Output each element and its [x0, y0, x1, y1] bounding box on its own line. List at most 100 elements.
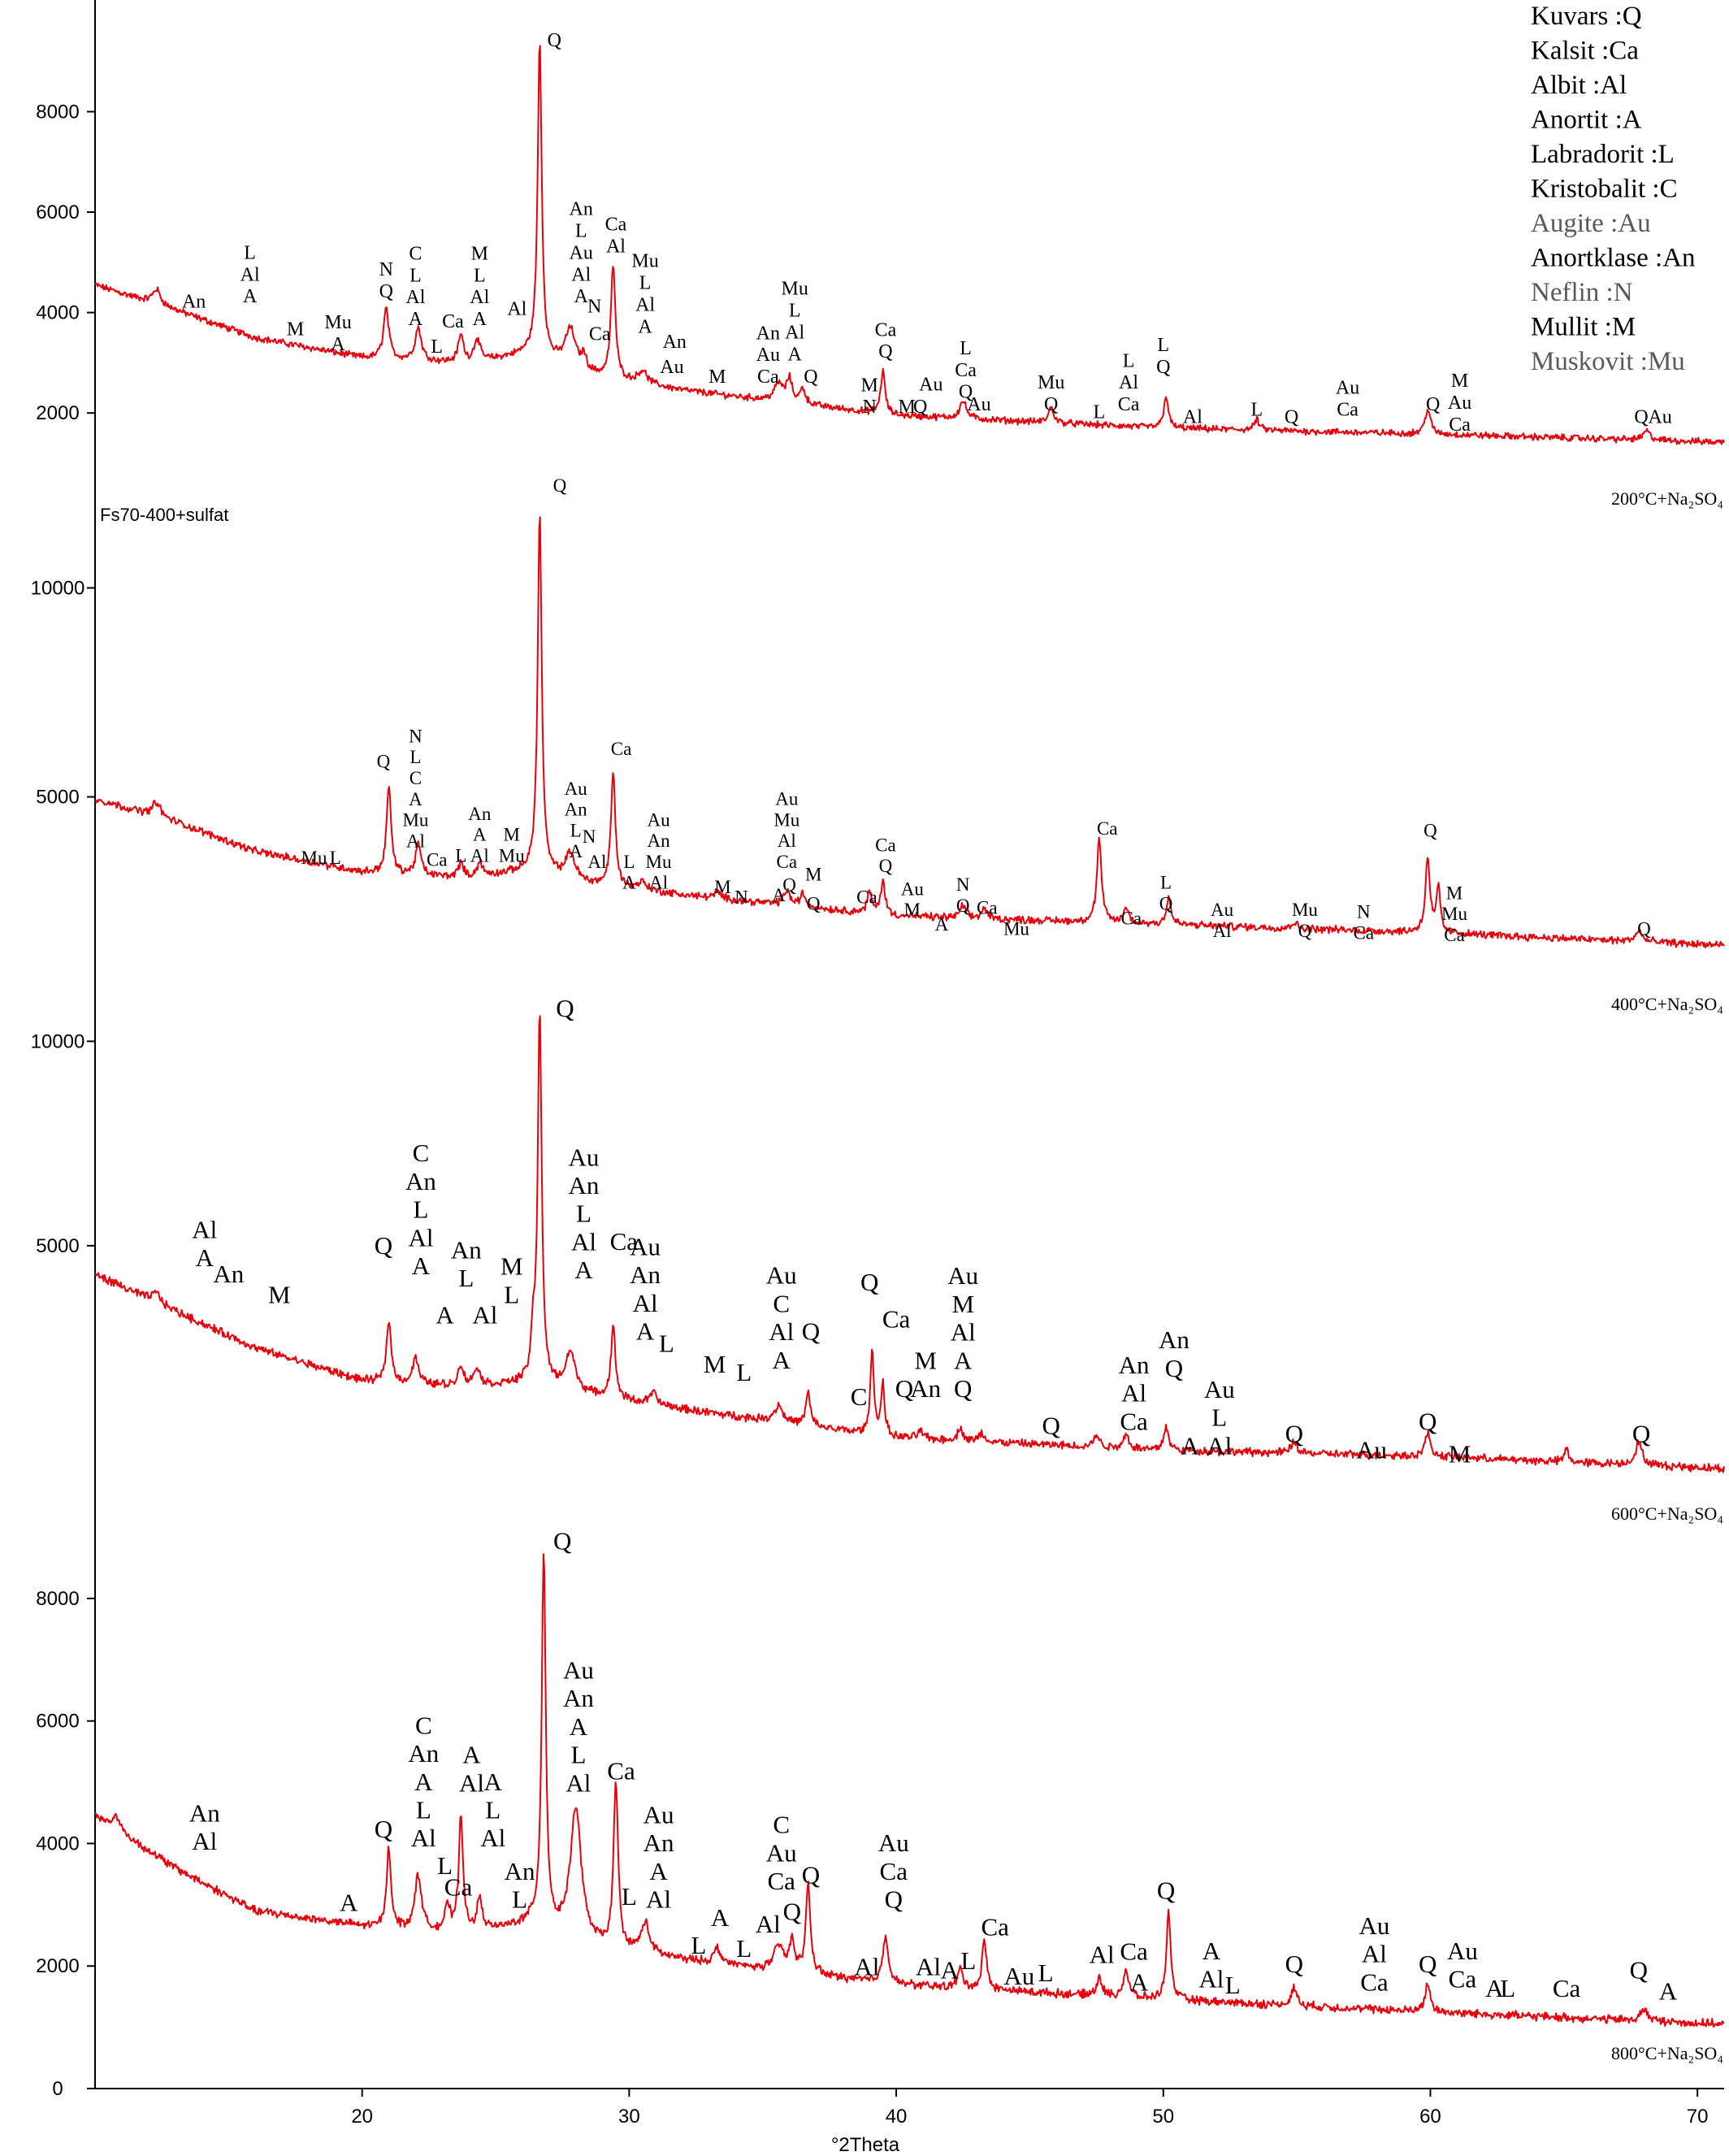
peak-label: A: [941, 1955, 960, 1984]
peak-label: Ca: [607, 1756, 635, 1785]
peak-label: L: [736, 1934, 752, 1963]
peak-label: L: [691, 1931, 706, 1959]
peak-label: Au: [1003, 1962, 1034, 1990]
peak-label: Q: [553, 1527, 571, 1555]
peak-label: C An A L Al: [408, 1711, 439, 1852]
peak-label: Ca: [977, 898, 998, 918]
peak-label: M L Al A: [470, 243, 489, 330]
peak-label: Ca: [442, 311, 464, 332]
condition-label: 800°C+Na₂SO₄: [1611, 2043, 1723, 2063]
peak-label: An: [213, 1260, 244, 1288]
peak-label: Au An Mu Al: [646, 809, 672, 892]
peak-label: Q: [1157, 1876, 1175, 1904]
peak-label: Q: [375, 1231, 392, 1260]
peak-label: Ca: [882, 1305, 911, 1334]
peak-label: Ca: [1120, 1937, 1148, 1966]
peak-label: M: [708, 367, 726, 388]
peak-label: Q: [1042, 1411, 1060, 1439]
peak-label: L: [1500, 1974, 1515, 2002]
peak-label: Q: [556, 994, 574, 1022]
peak-label: Q: [1285, 407, 1298, 428]
condition-label: 400°C+Na₂SO₄: [1611, 994, 1723, 1014]
peak-label: An A Al: [468, 804, 492, 866]
x-tick-label: 30: [618, 2106, 640, 2128]
y-tick-label: 2000: [36, 402, 79, 424]
peak-label: Q: [1637, 918, 1651, 939]
peak-label: Q: [860, 1268, 878, 1296]
peak-label: Au: [919, 374, 942, 395]
peak-label: A: [935, 914, 949, 935]
peak-label: L: [1250, 399, 1263, 420]
peak-label: Al: [1183, 407, 1202, 428]
peak-label: A Al: [1198, 1937, 1224, 1993]
peak-label: L: [1038, 1959, 1054, 1987]
peak-label: L: [437, 1851, 453, 1880]
peak-label: Mu: [301, 848, 327, 868]
peak-label: Al: [507, 299, 526, 320]
peak-label: C L Al A: [405, 243, 425, 330]
peak-label: Q: [802, 1317, 820, 1346]
peak-label: M An: [910, 1346, 941, 1403]
peak-label: Q: [1634, 407, 1648, 428]
peak-label: Ca Q: [875, 319, 897, 362]
peak-label: L: [455, 845, 466, 865]
y-tick-label: 4000: [36, 302, 79, 324]
peak-label: Al A: [192, 1215, 217, 1272]
peak-label: An L: [505, 1857, 535, 1914]
y-tick-label: 4000: [36, 1833, 79, 1855]
peak-label: An Al: [189, 1798, 220, 1855]
peak-label: Q: [553, 475, 567, 496]
peak-label: Q: [375, 1815, 392, 1843]
peak-label: Au: [967, 394, 990, 415]
y-tick-label: 5000: [36, 787, 79, 809]
peak-label: Mu A: [324, 312, 351, 355]
peak-label: Q: [1285, 1950, 1303, 1978]
peak-label: L: [622, 1882, 637, 1911]
legend-entry: Muskovit :Mu: [1531, 347, 1685, 376]
peak-label: Au Al: [1211, 900, 1234, 941]
peak-label: Au: [1648, 407, 1671, 428]
peak-label: Mu Q: [1292, 900, 1318, 941]
peak-label: An L: [451, 1235, 482, 1292]
peak-label: Au Ca Q: [878, 1828, 909, 1913]
axes: [94, 0, 1724, 2089]
peak-label: A: [1485, 1974, 1504, 2002]
peak-label: Ca: [1097, 818, 1118, 839]
peak-label: Q: [1285, 1419, 1303, 1447]
peak-label: Q: [1424, 820, 1437, 840]
peak-label: M: [704, 1350, 726, 1378]
x-tick-label: 20: [351, 2106, 373, 2128]
legend-entry: Anortklase :An: [1531, 244, 1696, 273]
y-tick-label: 10000: [31, 577, 85, 599]
y-tick-label: 6000: [36, 1711, 79, 1733]
peak-label: N L C A Mu Al: [402, 726, 428, 851]
peak-label: Au L Al: [1204, 1375, 1235, 1460]
peak-label: Ca: [1121, 908, 1142, 928]
peak-label: Au An A Al: [644, 1800, 674, 1913]
peak-label: M: [268, 1280, 291, 1308]
peak-label: Ca Al: [605, 215, 627, 258]
legend-entry: Kuvars :Q: [1531, 2, 1642, 31]
peak-label: Ca: [427, 849, 448, 870]
peak-label: L Al Ca: [1118, 350, 1140, 415]
peak-label: Mu L Al A: [781, 279, 808, 366]
peak-label: Au An L A: [565, 779, 588, 861]
peak-label: L: [431, 336, 443, 358]
xrd-trace: [94, 1553, 1725, 2028]
peak-label: Au: [660, 357, 683, 378]
peak-label: L: [659, 1330, 674, 1358]
peak-label: Au M: [901, 878, 925, 920]
peak-label: L Ca Q: [955, 338, 977, 403]
legend-entry: Albit :Al: [1531, 71, 1627, 100]
peak-label: Q: [1426, 394, 1440, 415]
x-tick-label: 50: [1152, 2106, 1174, 2128]
legend: Kuvars :Q Kalsit :Ca Albit :Al Anortit :A La…: [1531, 2, 1696, 376]
peak-label: M Mu Ca: [1441, 883, 1467, 945]
